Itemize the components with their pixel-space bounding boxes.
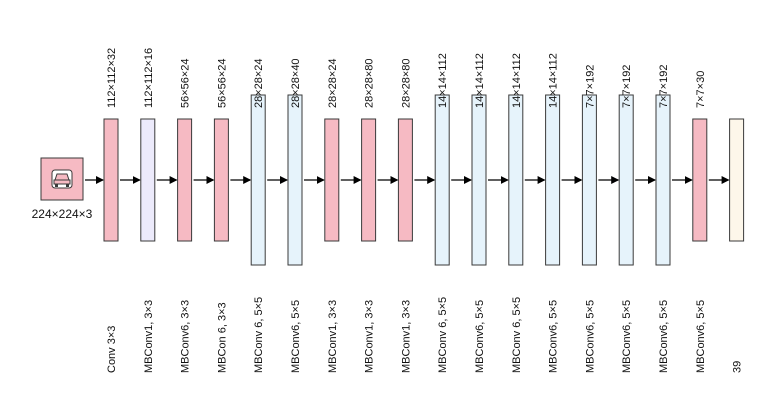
layer-op-label: MBConv6, 5×5 — [621, 300, 633, 373]
layer-dim-label: 14×14×112 — [437, 53, 449, 108]
layer-block — [287, 94, 303, 266]
input-dim-label: 224×224×3 — [32, 207, 93, 221]
layer-block — [618, 94, 634, 266]
layer-op-label: MBConv6, 5×5 — [290, 300, 302, 373]
layer-block — [434, 94, 450, 266]
layer-9: 28×28×80 MBConv1, 3×3 — [397, 58, 413, 373]
layer-dim-label: 56×56×24 — [216, 58, 228, 108]
layer-dim-label: 28×28×24 — [327, 58, 339, 108]
layer-dim-label: 7×7×192 — [621, 65, 633, 108]
layer-op-label: MBConv 6, 5×5 — [253, 297, 265, 373]
layer-12: 14×14×112 MBConv 6, 5×5 — [508, 53, 524, 373]
layer-op-label: MBConv1, 3×3 — [327, 300, 339, 373]
layer-op-label: MBConv6, 5×5 — [584, 300, 596, 373]
layer-op-label: MBCon 6, 3×3 — [216, 302, 228, 373]
layer-dim-label: 28×28×40 — [290, 58, 302, 108]
layer-14: 7×7×192 MBConv6, 5×5 — [581, 65, 597, 373]
layer-block — [103, 118, 119, 242]
layer-block — [692, 118, 708, 242]
layer-op-label: MBConv6, 5×5 — [474, 300, 486, 373]
layer-block — [655, 94, 671, 266]
layer-dim-label: 56×56×24 — [180, 58, 192, 108]
layer-dim-label: 14×14×112 — [548, 53, 560, 108]
layer-18: 39 — [729, 118, 745, 373]
layer-13: 14×14×112 MBConv6, 5×5 — [545, 53, 561, 373]
layer-block — [729, 118, 745, 242]
layer-stack: 112×112×32 Conv 3×3 112×112×16 MBConv1, 3×3… — [103, 48, 745, 373]
layer-block — [581, 94, 597, 266]
layer-block — [177, 118, 193, 242]
layer-dim-label: 28×28×80 — [400, 58, 412, 108]
layer-6: 28×28×40 MBConv6, 5×5 — [287, 58, 303, 373]
car-icon — [51, 169, 73, 189]
layer-op-label: MBConv 6, 5×5 — [437, 297, 449, 373]
layer-op-label: MBConv6, 5×5 — [658, 300, 670, 373]
layer-7: 28×28×24 MBConv1, 3×3 — [324, 58, 340, 373]
layer-block — [213, 118, 229, 242]
layer-block — [140, 118, 156, 242]
layer-op-label: MBConv1, 3×3 — [400, 300, 412, 373]
layer-op-label: MBConv6, 3×3 — [180, 300, 192, 373]
layer-block — [397, 118, 413, 242]
layer-3: 56×56×24 MBConv6, 3×3 — [177, 58, 193, 373]
layer-4: 56×56×24 MBCon 6, 3×3 — [213, 58, 229, 373]
layer-dim-label: 7×7×30 — [695, 71, 707, 108]
layer-dim-label: 112×112×32 — [106, 48, 118, 108]
layer-block — [508, 94, 524, 266]
layer-17: 7×7×30 MBConv6, 5×5 — [692, 71, 708, 373]
layer-15: 7×7×192 MBConv6, 5×5 — [618, 65, 634, 373]
layer-op-label: MBConv1, 3×3 — [364, 300, 376, 373]
layer-op-label: MBConv6, 5×5 — [695, 300, 707, 373]
layer-op-label: MBConv 6, 5×5 — [511, 297, 523, 373]
layer-dim-label: 7×7×192 — [658, 65, 670, 108]
layer-op-label: MBConv6, 5×5 — [548, 300, 560, 373]
layer-op-label: MBConv1, 3×3 — [143, 300, 155, 373]
layer-5: 28×28×24 MBConv 6, 5×5 — [250, 58, 266, 373]
layer-dim-label: 28×28×24 — [253, 58, 265, 108]
layer-op-label: 39 — [732, 361, 744, 373]
layer-2: 112×112×16 MBConv1, 3×3 — [140, 48, 156, 373]
layer-dim-label: 28×28×80 — [364, 58, 376, 108]
layer-8: 28×28×80 MBConv1, 3×3 — [361, 58, 377, 373]
layer-11: 14×14×112 MBConv6, 5×5 — [471, 53, 487, 373]
layer-block — [361, 118, 377, 242]
layer-1: 112×112×32 Conv 3×3 — [103, 48, 119, 373]
layer-block — [545, 94, 561, 266]
layer-op-label: Conv 3×3 — [106, 326, 118, 373]
input-block: 224×224×3 — [32, 157, 93, 221]
layer-16: 7×7×192 MBConv6, 5×5 — [655, 65, 671, 373]
layer-dim-label: 7×7×192 — [584, 65, 596, 108]
layer-block — [250, 94, 266, 266]
layer-dim-label: 14×14×112 — [511, 53, 523, 108]
layer-block — [324, 118, 340, 242]
layer-block — [471, 94, 487, 266]
layer-dim-label: 112×112×16 — [143, 48, 155, 108]
layer-10: 14×14×112 MBConv 6, 5×5 — [434, 53, 450, 373]
layer-dim-label: 14×14×112 — [474, 53, 486, 108]
